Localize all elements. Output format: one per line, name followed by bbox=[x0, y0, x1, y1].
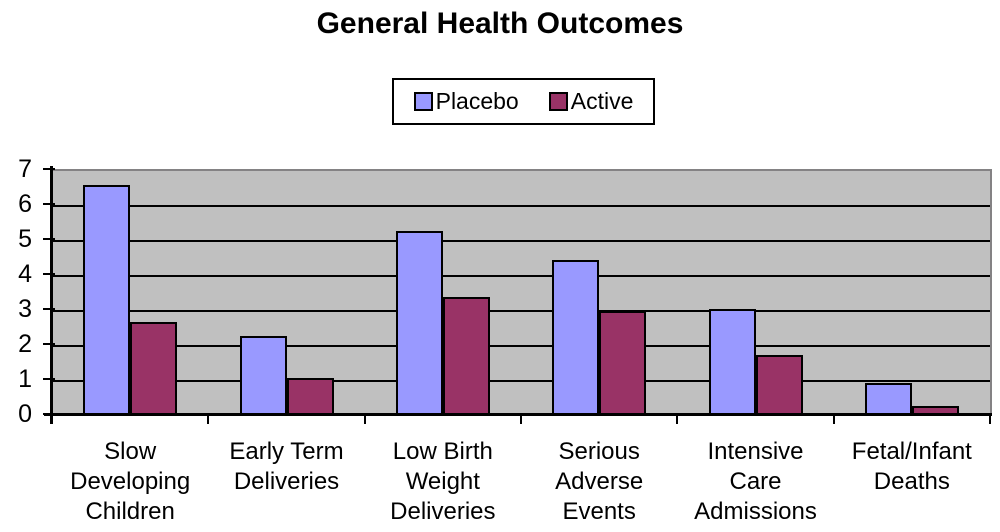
x-axis-category-label-5: Intensive Care Admissions bbox=[694, 438, 817, 525]
x-axis-tick-0 bbox=[51, 414, 53, 424]
plot-area bbox=[52, 169, 992, 416]
bar-active-1 bbox=[130, 321, 178, 416]
legend-item-placebo: Placebo bbox=[413, 88, 519, 115]
legend-swatch-placebo-icon bbox=[413, 92, 433, 111]
legend-swatch-active-icon bbox=[548, 92, 568, 111]
legend-label-active: Active bbox=[570, 88, 634, 114]
y-axis-tick-label-7: 7 bbox=[18, 155, 32, 183]
x-axis-category-label-1: Slow Developing Children bbox=[70, 438, 191, 525]
gridline-1 bbox=[52, 380, 990, 382]
bar-placebo-1 bbox=[83, 185, 131, 416]
chart-title: General Health Outcomes bbox=[316, 7, 684, 40]
y-axis-tick-4 bbox=[43, 273, 55, 275]
x-axis-tick-1 bbox=[207, 414, 210, 424]
x-axis-category-label-4: Serious Adverse Events bbox=[555, 438, 644, 525]
x-axis-tick-5 bbox=[832, 414, 835, 424]
bar-placebo-6 bbox=[864, 382, 912, 416]
y-axis-tick-label-4: 4 bbox=[18, 260, 32, 288]
y-axis-tick-label-0: 0 bbox=[18, 400, 32, 428]
legend: Placebo Active bbox=[392, 78, 655, 125]
x-axis-category-label-3: Low Birth Weight Deliveries bbox=[390, 438, 496, 525]
gridline-6 bbox=[52, 205, 990, 207]
x-axis-category-label-6: Fetal/Infant Deaths bbox=[851, 438, 972, 495]
x-axis-tick-4 bbox=[676, 414, 679, 424]
y-axis-tick-1 bbox=[43, 378, 55, 380]
gridline-3 bbox=[52, 310, 990, 312]
y-axis-tick-7 bbox=[43, 168, 55, 170]
legend-item-active: Active bbox=[548, 88, 634, 115]
x-axis-tick-2 bbox=[363, 414, 366, 424]
y-axis-tick-5 bbox=[43, 238, 55, 240]
y-axis-tick-label-6: 6 bbox=[18, 190, 32, 218]
gridline-4 bbox=[52, 275, 990, 277]
y-axis-tick-label-1: 1 bbox=[18, 365, 32, 393]
bar-active-3 bbox=[442, 297, 490, 416]
x-axis-tick-6 bbox=[989, 414, 991, 424]
y-axis-line bbox=[50, 166, 53, 424]
legend-label-placebo: Placebo bbox=[435, 88, 519, 114]
bar-active-5 bbox=[755, 354, 803, 416]
y-axis-tick-3 bbox=[43, 308, 55, 310]
y-axis-tick-label-2: 2 bbox=[18, 330, 32, 358]
bar-placebo-5 bbox=[708, 309, 756, 416]
x-axis-category-label-2: Early Term Deliveries bbox=[229, 438, 344, 495]
y-axis-tick-label-3: 3 bbox=[18, 295, 32, 323]
bar-placebo-3 bbox=[395, 230, 443, 416]
bar-placebo-4 bbox=[552, 260, 600, 416]
bar-active-2 bbox=[286, 377, 334, 416]
x-axis-line bbox=[44, 413, 992, 416]
bar-active-4 bbox=[599, 311, 647, 416]
y-axis-tick-2 bbox=[43, 343, 55, 345]
bar-placebo-2 bbox=[239, 335, 287, 416]
x-axis-tick-3 bbox=[520, 414, 522, 424]
gridline-5 bbox=[52, 240, 990, 242]
y-axis-tick-0 bbox=[43, 413, 55, 415]
y-axis-tick-label-5: 5 bbox=[18, 225, 32, 253]
y-axis-tick-6 bbox=[43, 203, 55, 205]
gridline-2 bbox=[52, 345, 990, 347]
